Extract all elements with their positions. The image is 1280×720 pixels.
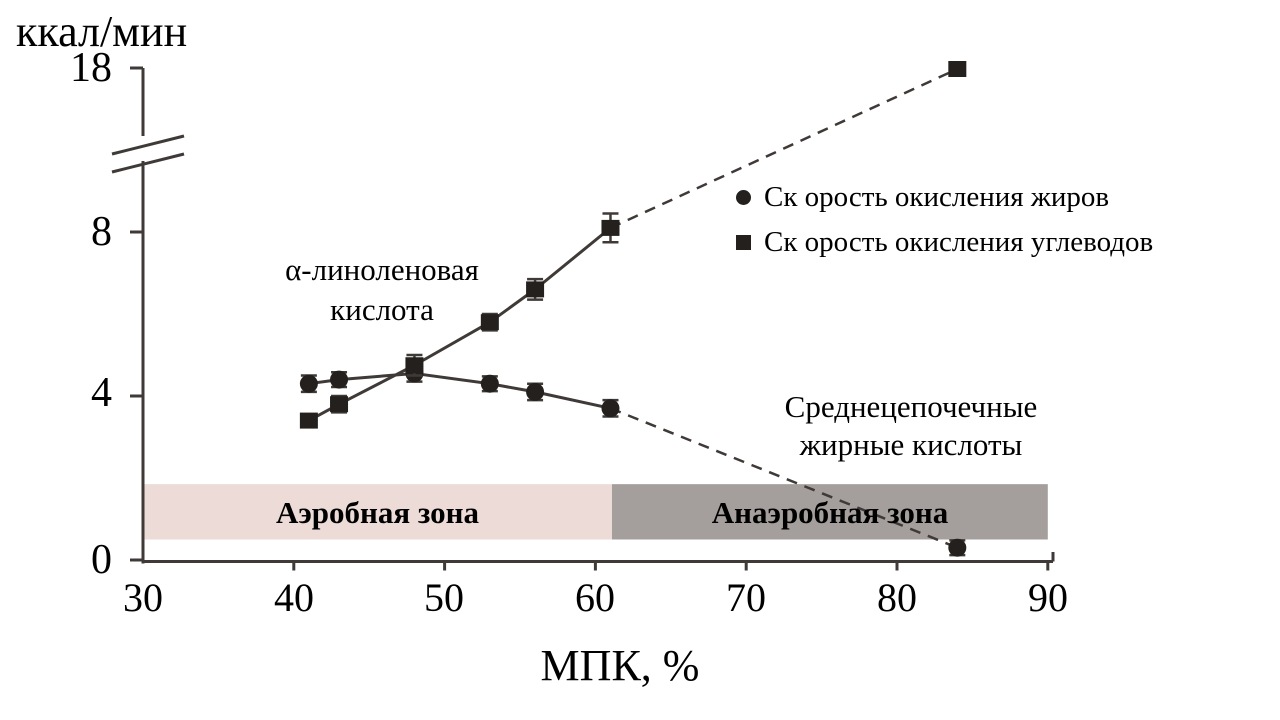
series-line-dashed-1 (609, 67, 958, 230)
circle-marker-icon (736, 190, 751, 205)
anaerobic-zone-label: Анаэробная зона (711, 494, 949, 530)
y-tick-label-8: 8 (91, 209, 112, 255)
x-tick-label-80: 80 (877, 575, 917, 620)
annotation-line: кислота (330, 292, 434, 327)
chart-line (111, 152, 185, 174)
x-tick-label-40: 40 (274, 575, 314, 620)
data-point-circle (330, 370, 349, 389)
y-axis-unit-label: ккал/мин (16, 7, 188, 56)
square-marker-icon (736, 235, 751, 250)
zone-band-1 (611, 484, 1048, 540)
annotation-alpha-linolenic-acid: α-линоленовая кислота (230, 250, 534, 330)
y-tick-label-18: 18 (70, 45, 112, 91)
x-tick-label-70: 70 (726, 575, 766, 620)
data-point-circle (480, 374, 499, 393)
annotation-line: жирные кислоты (799, 427, 1023, 462)
chart-line (111, 134, 185, 156)
y-tick-label-0: 0 (91, 537, 112, 583)
series-line-solid-0 (308, 371, 611, 410)
data-point-circle (948, 538, 967, 557)
x-tick-label-90: 90 (1028, 575, 1068, 620)
data-point-circle (601, 399, 620, 418)
zone-band-0 (143, 484, 612, 540)
series-line-dashed-0 (610, 407, 958, 549)
data-point-square (480, 314, 499, 331)
annotation-line: Среднецепочечные (784, 389, 1038, 424)
x-tick-label-30: 30 (123, 575, 163, 620)
y-tick-label-4: 4 (91, 370, 112, 416)
aerobic-zone-label: Аэробная зона (275, 494, 480, 530)
legend-label-fat: Ск орость окисления жиров (764, 181, 1110, 213)
data-point-square (948, 61, 967, 77)
data-point-circle (526, 382, 545, 401)
annotation-line: α-линоленовая (285, 252, 479, 287)
data-point-square (601, 219, 620, 236)
legend-item-carb-oxidation: Ск орость окисления углеводов (736, 226, 1153, 259)
data-point-square (526, 281, 545, 298)
data-point-circle (299, 374, 318, 393)
x-tick-label-60: 60 (575, 575, 615, 620)
data-point-square (330, 396, 349, 413)
data-point-square (299, 412, 318, 429)
x-axis-title: МПК, % (540, 641, 700, 690)
legend-item-fat-oxidation: Ск орость окисления жиров (736, 181, 1109, 214)
legend-label-carbs: Ск орость окисления углеводов (764, 226, 1154, 258)
x-tick-label-50: 50 (424, 575, 464, 620)
data-point-square (405, 357, 424, 374)
annotation-medium-chain-fatty-acids: Среднецепочечные жирные кислоты (733, 388, 1089, 464)
